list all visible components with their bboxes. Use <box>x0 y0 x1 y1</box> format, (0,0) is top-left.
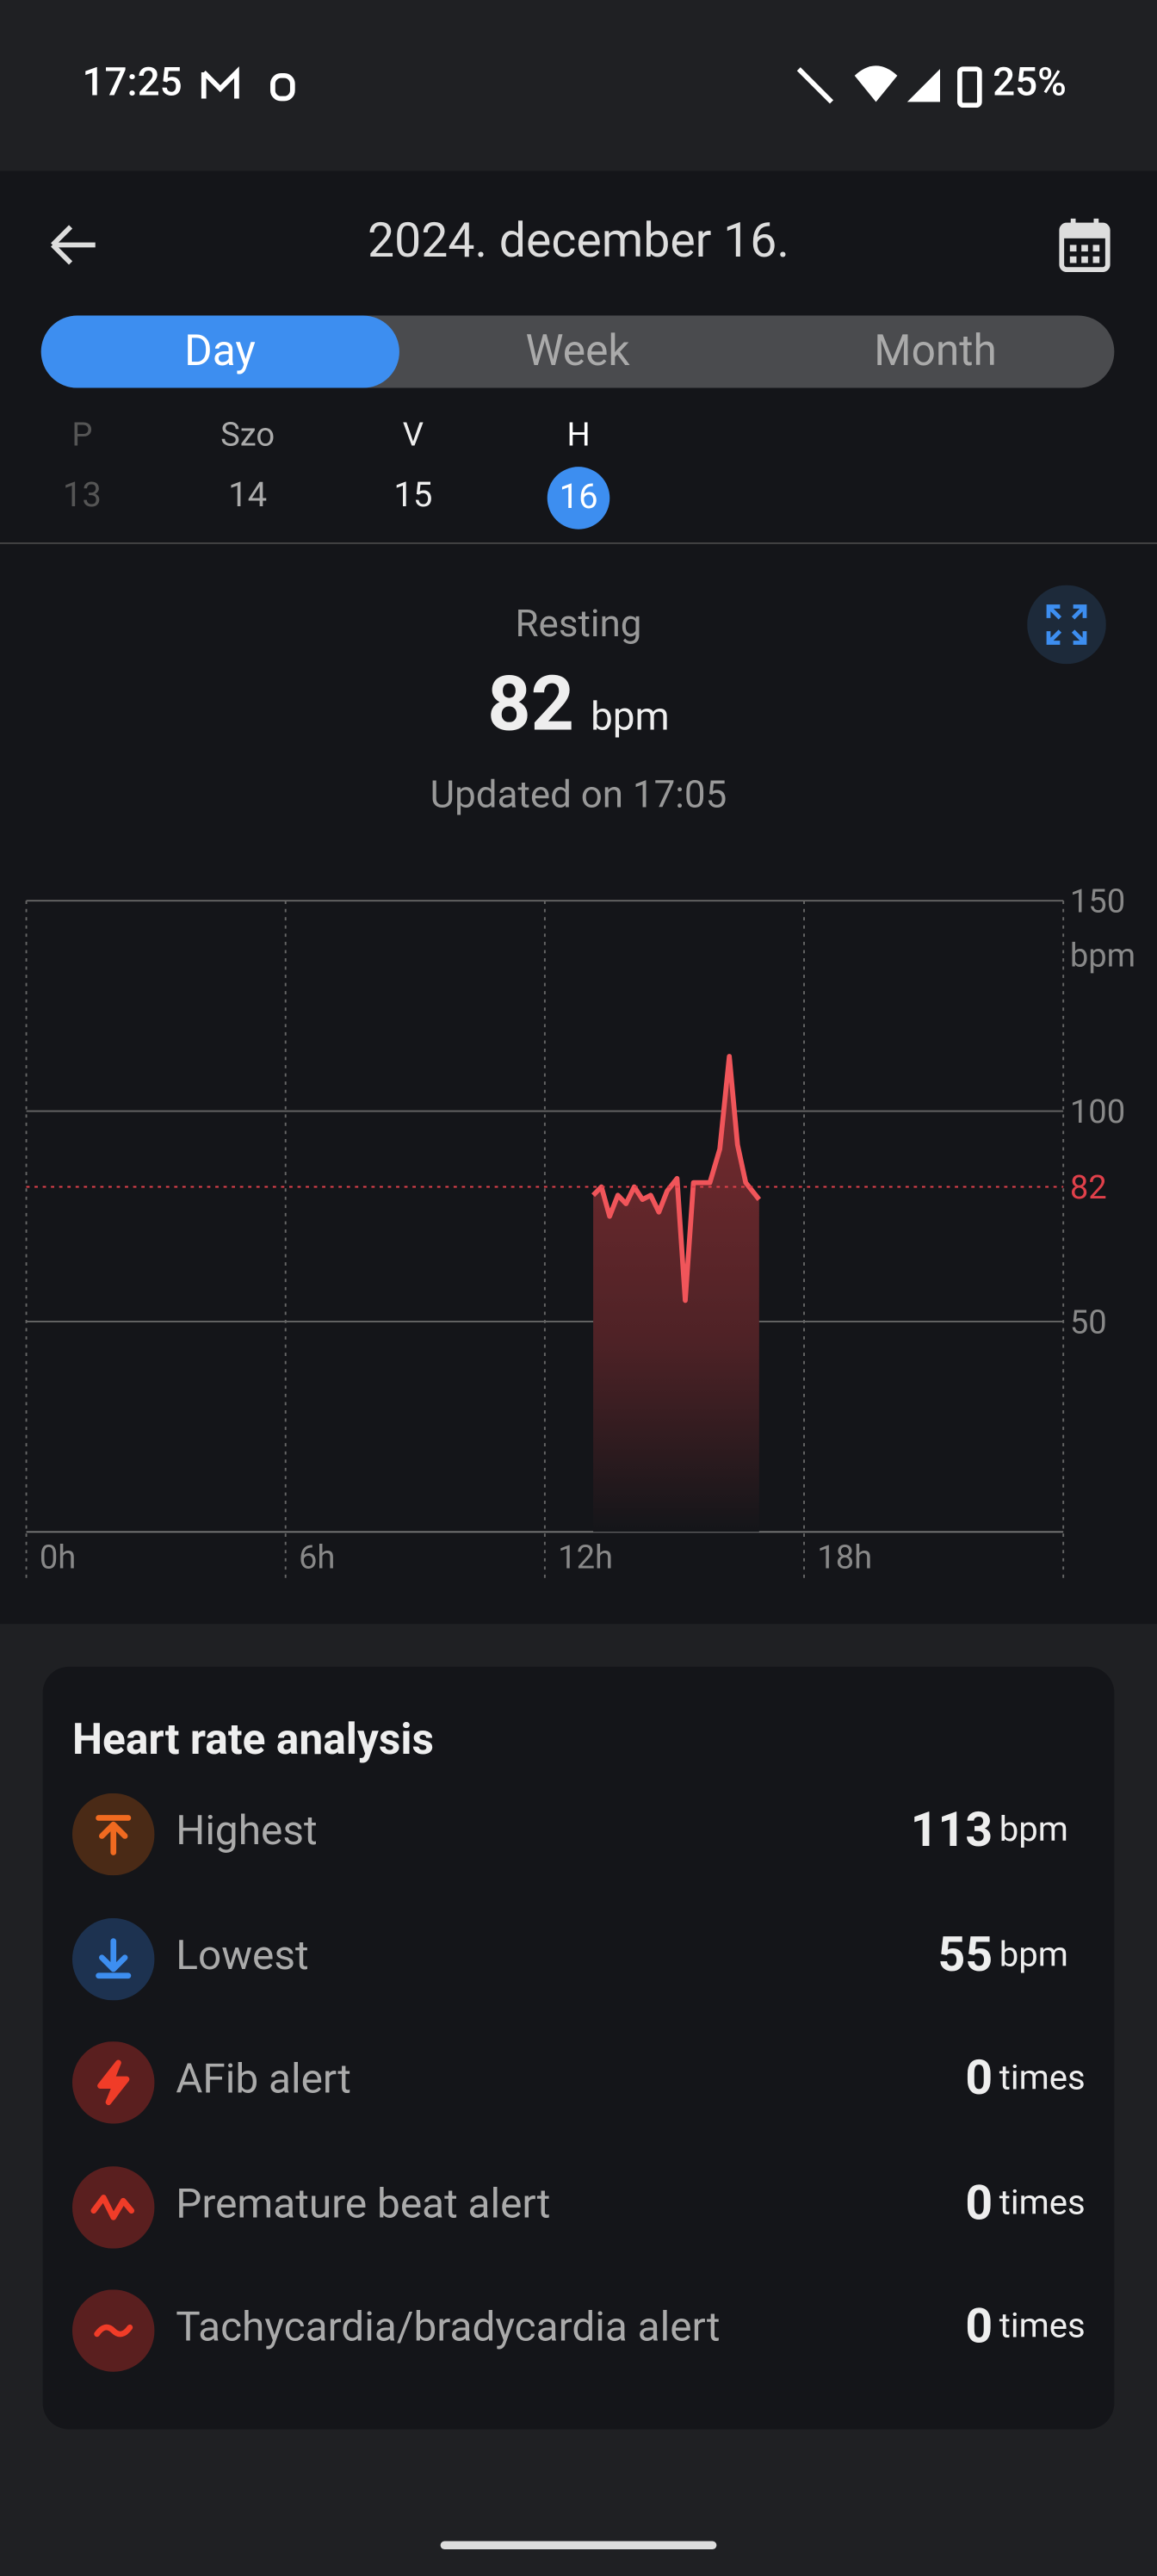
row-icon <box>72 2165 155 2248</box>
row-unit: times <box>999 2059 1086 2099</box>
divider <box>0 542 1157 544</box>
resting-value: 82 <box>487 660 575 750</box>
row-unit: times <box>999 2307 1086 2348</box>
date-title: 2024. december 16. <box>367 214 790 270</box>
analysis-card: Heart rate analysis Highest 113 bpm Lowest 5… <box>42 1666 1115 2430</box>
row-label: Tachycardia/bradycardia alert <box>176 2304 721 2352</box>
heart-rate-line <box>591 1054 762 1303</box>
resting-label: Resting <box>515 601 642 647</box>
status-time: 17:25 <box>82 59 183 106</box>
icon-glyph <box>94 2324 133 2338</box>
weekday: Szo <box>220 414 275 454</box>
analysis-title: Heart rate analysis <box>72 1716 435 1766</box>
battery-level: 25% <box>993 59 1067 106</box>
day-date[interactable]: 14 <box>228 476 268 517</box>
day-strip: P 13 Szo 14 V 15 H 16 <box>0 411 1157 542</box>
x-tick-label: 12h <box>558 1539 613 1576</box>
row-label: Premature beat alert <box>176 2180 551 2228</box>
calendar-button[interactable] <box>1058 217 1111 273</box>
weekday: P <box>71 414 93 454</box>
day-date[interactable]: 15 <box>393 476 433 517</box>
row-value: 113 <box>910 1803 993 1860</box>
row-value: 0 <box>965 2175 993 2232</box>
tab[interactable]: Month <box>874 326 997 377</box>
day-date[interactable]: 16 <box>547 467 610 529</box>
home-indicator <box>440 2541 717 2550</box>
updated-time: Updated on 17:05 <box>430 772 727 817</box>
y-tick-label: 150 <box>1070 883 1125 921</box>
row-unit: bpm <box>999 1811 1068 1851</box>
x-tick-label: 6h <box>299 1539 335 1576</box>
line-area <box>593 1056 759 1533</box>
row-unit: times <box>999 2183 1086 2224</box>
row-icon <box>72 1917 155 2000</box>
icon-bg <box>72 2165 155 2248</box>
status-icons <box>201 66 295 102</box>
resting-unit: bpm <box>591 693 670 740</box>
resting-reading: 82 bpm <box>0 660 1157 749</box>
row-icon <box>72 2289 155 2372</box>
row-icon <box>72 2041 155 2124</box>
row-value: 0 <box>965 2299 993 2356</box>
row-label: Highest <box>176 1808 318 1856</box>
tab[interactable]: Day <box>40 315 399 388</box>
tab-bar: Day Week Month <box>40 315 1115 388</box>
resting-line-label: 82 <box>1070 1169 1107 1207</box>
x-tick-label: 0h <box>40 1539 76 1576</box>
icon-glyph <box>90 2194 135 2220</box>
day-date[interactable]: 13 <box>62 476 102 517</box>
icon-glyph <box>96 1937 132 1978</box>
row-icon <box>72 1793 155 1876</box>
icon-glyph <box>97 2059 130 2106</box>
row-value: 0 <box>965 2051 993 2108</box>
row-value: 55 <box>937 1927 993 1984</box>
main-panel <box>0 170 1157 1625</box>
x-tick-label: 18h <box>817 1539 872 1576</box>
tab[interactable]: Week <box>525 326 630 377</box>
expand-button[interactable] <box>1027 585 1106 665</box>
icon-glyph <box>96 1815 132 1855</box>
weekday: H <box>566 414 591 454</box>
heart-rate-chart: 50 100 150 bpm 0h 6h 12h 18h 82 <box>25 883 1135 1578</box>
y-tick-label: 100 <box>1070 1093 1125 1131</box>
status-icons-right <box>796 65 982 108</box>
back-button[interactable] <box>46 217 102 273</box>
weekday: V <box>402 414 424 454</box>
y-unit-label: bpm <box>1070 938 1135 975</box>
y-tick-label: 50 <box>1070 1303 1107 1341</box>
row-label: Lowest <box>176 1932 309 1980</box>
row-unit: bpm <box>999 1935 1068 1975</box>
row-label: AFib alert <box>176 2056 351 2104</box>
